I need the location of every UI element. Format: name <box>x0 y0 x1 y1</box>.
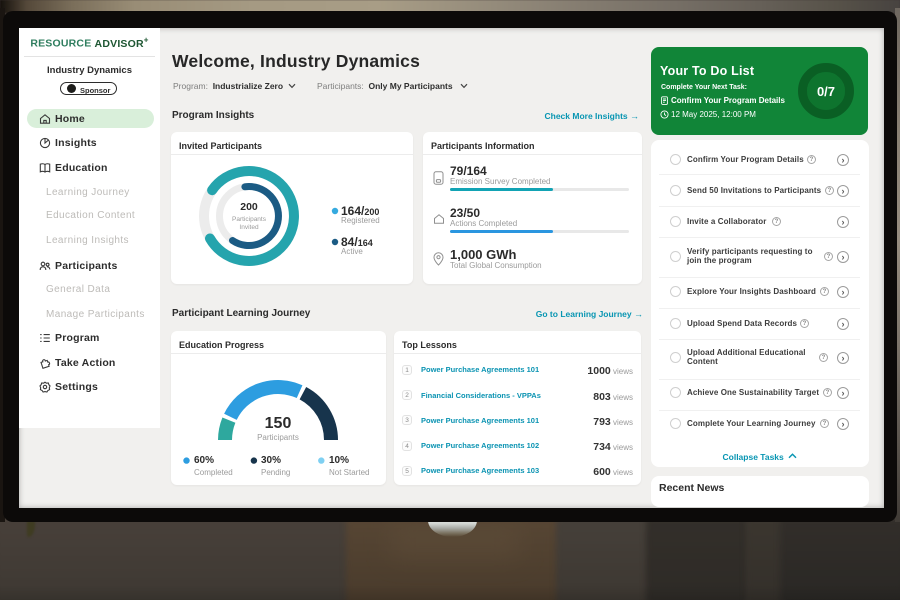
svg-text:0/7: 0/7 <box>817 84 835 99</box>
